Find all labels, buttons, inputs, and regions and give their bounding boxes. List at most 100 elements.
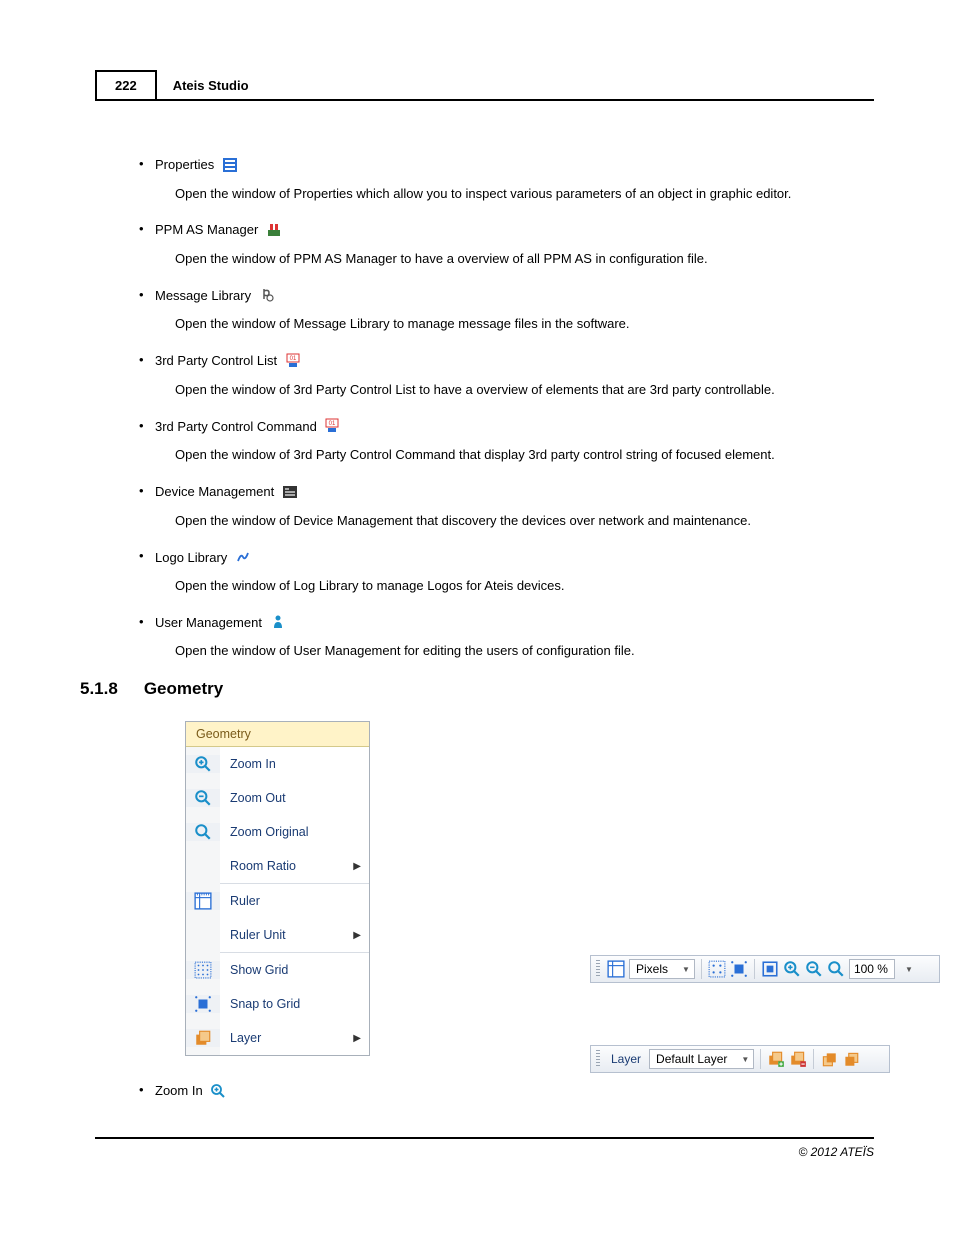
snap-icon[interactable]: [730, 960, 748, 978]
menu-label: Layer: [220, 1021, 353, 1055]
zoom-value-input[interactable]: 100 %: [849, 959, 895, 979]
bullet-desc: Open the window of 3rd Party Control Com…: [175, 446, 874, 465]
bullet-control-list: 3rd Party Control List 01 Open the windo…: [155, 352, 874, 399]
menu-item-zoom-out[interactable]: Zoom Out: [186, 781, 369, 815]
layer-label: Layer: [607, 1052, 645, 1066]
zoom-in-icon: [210, 1083, 226, 1099]
grid-icon[interactable]: [708, 960, 726, 978]
svg-text:01: 01: [289, 356, 296, 362]
device-mgmt-icon: [282, 484, 298, 500]
menu-title: Geometry: [186, 722, 369, 747]
menu-item-layer[interactable]: Layer ▶: [186, 1021, 369, 1055]
menu-item-ruler-unit[interactable]: Ruler Unit ▶: [186, 918, 369, 952]
grid-icon: [194, 961, 212, 979]
unit-select[interactable]: Pixels ▼: [629, 959, 695, 979]
caret-down-icon[interactable]: ▼: [899, 965, 919, 974]
zoom-original-icon: [194, 823, 212, 841]
ruler-icon: [194, 892, 212, 910]
menu-item-ruler[interactable]: Ruler: [186, 884, 369, 918]
layer-front-icon[interactable]: [820, 1050, 838, 1068]
feature-bullet-list: Properties Open the window of Properties…: [95, 156, 874, 661]
bullet-label: Message Library: [155, 288, 251, 303]
geometry-menu: Geometry Zoom In Zoom Out Zoom Original: [185, 721, 370, 1056]
bullet-properties: Properties Open the window of Properties…: [155, 156, 874, 203]
bullet-desc: Open the window of 3rd Party Control Lis…: [175, 381, 874, 400]
menu-label: Ruler Unit: [220, 918, 353, 952]
menu-label: Zoom In: [220, 747, 369, 781]
page-header: 222 Ateis Studio: [95, 70, 874, 101]
bullet-device-mgmt: Device Management Open the window of Dev…: [155, 483, 874, 530]
bullet-label: Device Management: [155, 484, 274, 499]
properties-icon: [222, 157, 238, 173]
bullet-label: User Management: [155, 615, 262, 630]
menu-item-snap-grid[interactable]: Snap to Grid: [186, 987, 369, 1021]
submenu-arrow-icon: ▶: [353, 849, 369, 883]
bullet-label: Properties: [155, 157, 214, 172]
unit-select-value: Pixels: [636, 962, 668, 976]
bullet-desc: Open the window of Properties which allo…: [175, 185, 874, 204]
menu-label: Zoom Out: [220, 781, 369, 815]
zoom-out-icon: [194, 789, 212, 807]
menu-label: Show Grid: [220, 953, 369, 987]
menu-label: Snap to Grid: [220, 987, 369, 1021]
bullet-desc: Open the window of User Management for e…: [175, 642, 874, 661]
logo-library-icon: [235, 549, 251, 565]
bullet-message-library: Message Library Open the window of Messa…: [155, 287, 874, 334]
menu-label: Zoom Original: [220, 815, 369, 849]
bullet-zoom-in: Zoom In: [155, 1082, 874, 1099]
section-title: Geometry: [144, 679, 223, 699]
menu-label: Ruler: [220, 884, 369, 918]
bullet-desc: Open the window of Message Library to ma…: [175, 315, 874, 334]
layer-remove-icon[interactable]: [789, 1050, 807, 1068]
section-number: 5.1.8: [80, 679, 118, 699]
bullet-control-command: 3rd Party Control Command 01 Open the wi…: [155, 418, 874, 465]
menu-item-zoom-in[interactable]: Zoom In: [186, 747, 369, 781]
zoom-in-icon: [194, 755, 212, 773]
control-list-icon: 01: [285, 353, 301, 369]
layer-icon: [194, 1029, 212, 1047]
post-bullet-list: Zoom In: [95, 1082, 874, 1099]
layer-select[interactable]: Default Layer ▼: [649, 1049, 754, 1069]
bullet-label: PPM AS Manager: [155, 222, 258, 237]
ruler-icon[interactable]: [607, 960, 625, 978]
caret-down-icon: ▼: [682, 965, 690, 974]
layer-back-icon[interactable]: [842, 1050, 860, 1068]
ppm-icon: [266, 222, 282, 238]
zoom-original-icon[interactable]: [827, 960, 845, 978]
zoom-out-icon[interactable]: [805, 960, 823, 978]
menu-item-room-ratio[interactable]: Room Ratio ▶: [186, 849, 369, 883]
footer: © 2012 ATEÏS: [95, 1137, 874, 1159]
zoom-value: 100 %: [854, 962, 888, 976]
menu-label: Room Ratio: [220, 849, 353, 883]
bullet-label: 3rd Party Control Command: [155, 419, 317, 434]
caret-down-icon: ▼: [741, 1055, 749, 1064]
layer-toolbar: Layer Default Layer ▼: [590, 1045, 890, 1073]
layer-select-value: Default Layer: [656, 1052, 727, 1066]
submenu-arrow-icon: ▶: [353, 1021, 369, 1055]
bullet-desc: Open the window of Log Library to manage…: [175, 577, 874, 596]
bullet-desc: Open the window of PPM AS Manager to hav…: [175, 250, 874, 269]
message-library-icon: [259, 287, 275, 303]
menu-item-show-grid[interactable]: Show Grid: [186, 953, 369, 987]
snap-icon: [194, 995, 212, 1013]
bullet-label: Zoom In: [155, 1083, 203, 1098]
bullet-label: 3rd Party Control List: [155, 353, 277, 368]
submenu-arrow-icon: ▶: [353, 918, 369, 952]
zoom-in-icon[interactable]: [783, 960, 801, 978]
menu-item-zoom-original[interactable]: Zoom Original: [186, 815, 369, 849]
control-command-icon: 01: [324, 418, 340, 434]
page-number: 222: [95, 70, 157, 99]
bullet-user-mgmt: User Management Open the window of User …: [155, 614, 874, 661]
svg-text:01: 01: [329, 421, 336, 427]
bullet-label: Logo Library: [155, 550, 227, 565]
footer-text: © 2012 ATEÏS: [798, 1145, 874, 1159]
toolbar-grip[interactable]: [596, 1050, 600, 1068]
user-mgmt-icon: [270, 614, 286, 630]
section-heading: 5.1.8 Geometry: [80, 679, 874, 699]
fit-icon[interactable]: [761, 960, 779, 978]
geometry-toolbar: Pixels ▼: [590, 955, 940, 983]
layer-add-icon[interactable]: [767, 1050, 785, 1068]
toolbar-grip[interactable]: [596, 960, 600, 978]
bullet-desc: Open the window of Device Management tha…: [175, 512, 874, 531]
bullet-logo-library: Logo Library Open the window of Log Libr…: [155, 548, 874, 595]
